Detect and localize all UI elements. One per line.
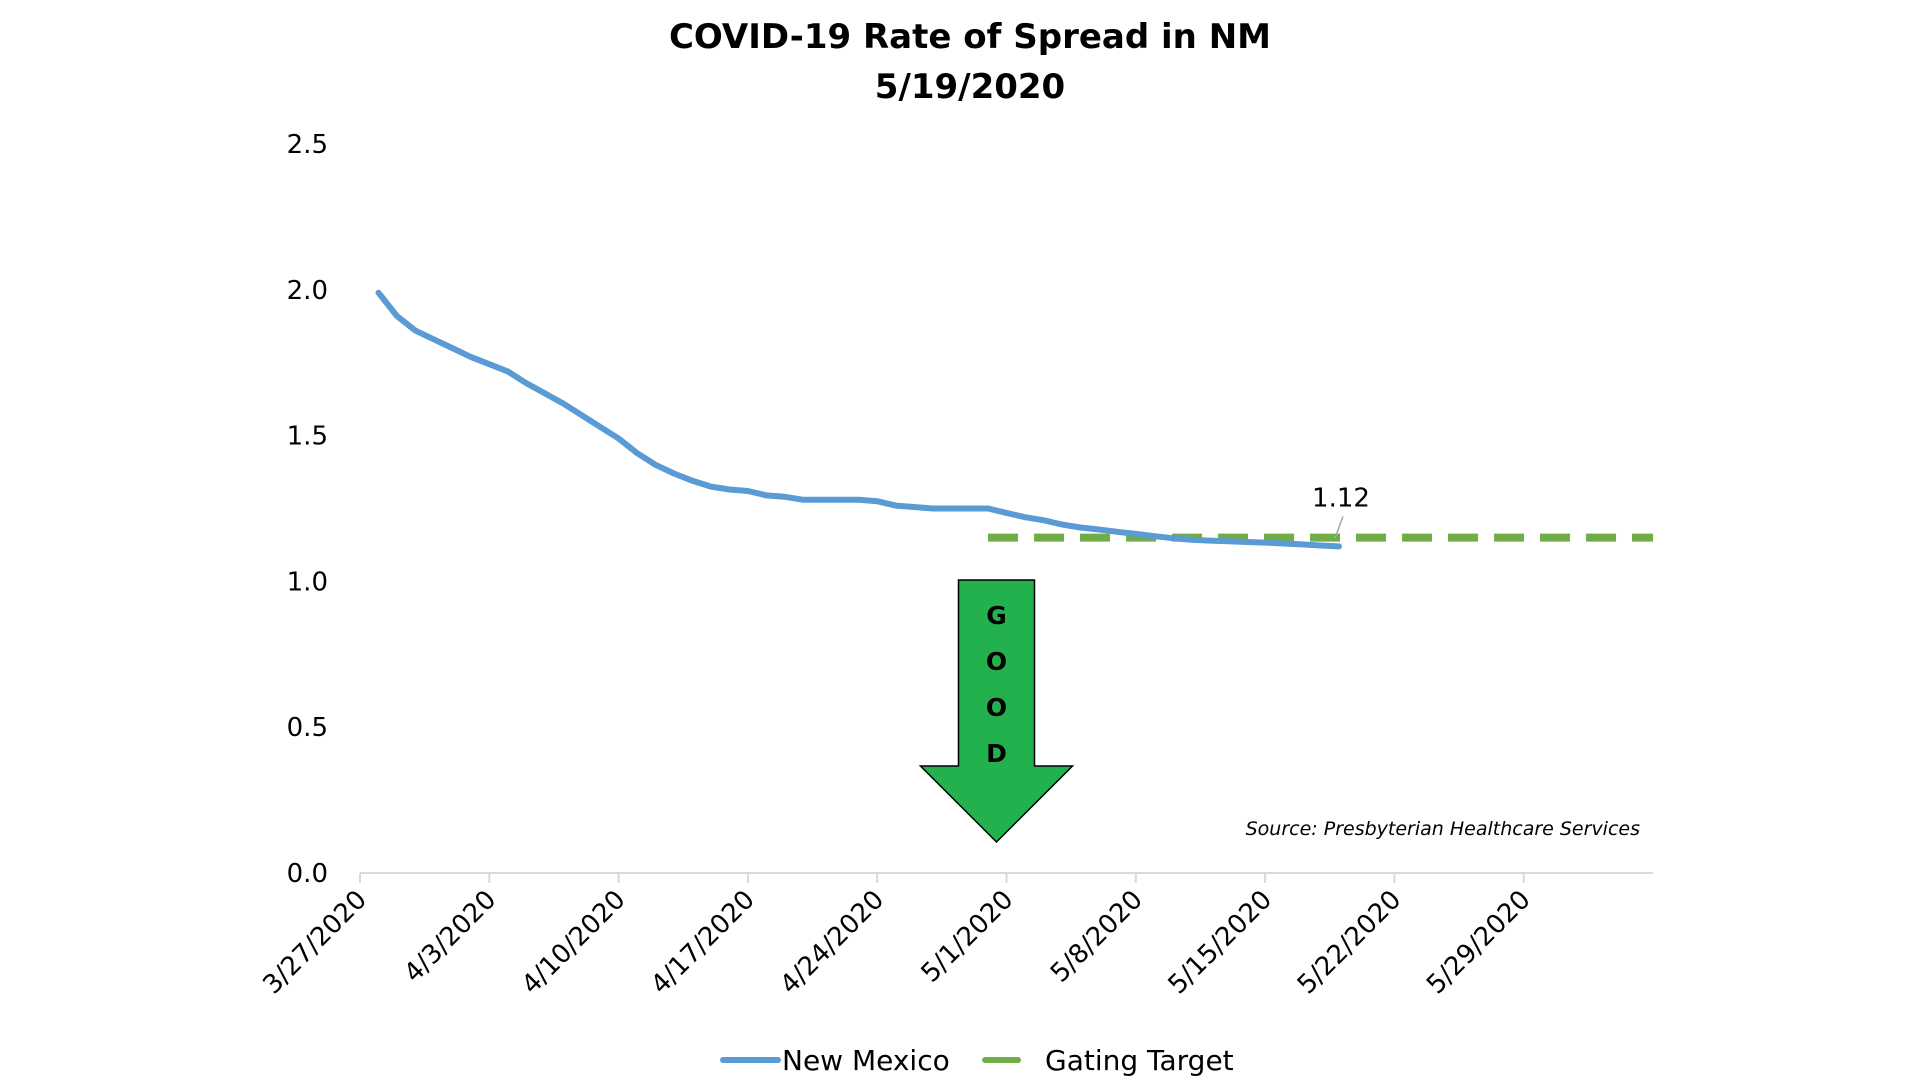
x-tick-label: 4/10/2020 bbox=[516, 885, 631, 1000]
x-tick-label: 4/24/2020 bbox=[775, 885, 890, 1000]
series-layer bbox=[375, 289, 1653, 550]
arrow-letter: O bbox=[986, 647, 1007, 676]
legend: New Mexico Gating Target bbox=[720, 1044, 1234, 1077]
legend-label-gating-target: Gating Target bbox=[1045, 1044, 1234, 1077]
last-value-label: 1.12 bbox=[1312, 483, 1370, 513]
x-tick-label: 4/3/2020 bbox=[398, 885, 502, 989]
x-tick-label: 5/22/2020 bbox=[1292, 885, 1407, 1000]
chart-subtitle: 5/19/2020 bbox=[875, 67, 1065, 107]
y-tick-label: 1.0 bbox=[287, 567, 328, 597]
x-tick-label: 3/27/2020 bbox=[257, 885, 372, 1000]
y-tick-label: 0.0 bbox=[287, 859, 328, 889]
value-label-leader bbox=[1334, 516, 1344, 539]
y-tick-label: 2.0 bbox=[287, 276, 328, 306]
arrow-letter: O bbox=[986, 693, 1007, 722]
series-line-new-mexico bbox=[375, 289, 1342, 550]
y-tick-label: 0.5 bbox=[287, 713, 328, 743]
x-axis-ticks: 3/27/2020 4/3/2020 4/10/2020 4/17/2020 4/24/… bbox=[257, 873, 1537, 1000]
x-tick-label: 5/1/2020 bbox=[916, 885, 1020, 989]
x-tick-label: 5/15/2020 bbox=[1163, 885, 1278, 1000]
source-note: Source: Presbyterian Healthcare Services bbox=[1246, 818, 1640, 840]
x-tick-label: 4/17/2020 bbox=[645, 885, 760, 1000]
arrow-letter: G bbox=[986, 601, 1007, 630]
x-tick-label: 5/8/2020 bbox=[1045, 885, 1149, 989]
x-tick-label: 5/29/2020 bbox=[1421, 885, 1536, 1000]
good-arrow-shape bbox=[918, 579, 1075, 844]
y-tick-label: 2.5 bbox=[287, 130, 328, 160]
y-axis-ticks: 0.0 0.5 1.0 1.5 2.0 2.5 bbox=[287, 130, 328, 889]
arrow-letter: D bbox=[986, 739, 1007, 768]
legend-label-new-mexico: New Mexico bbox=[782, 1044, 950, 1077]
chart-title: COVID-19 Rate of Spread in NM bbox=[669, 17, 1271, 57]
y-tick-label: 1.5 bbox=[287, 422, 328, 452]
